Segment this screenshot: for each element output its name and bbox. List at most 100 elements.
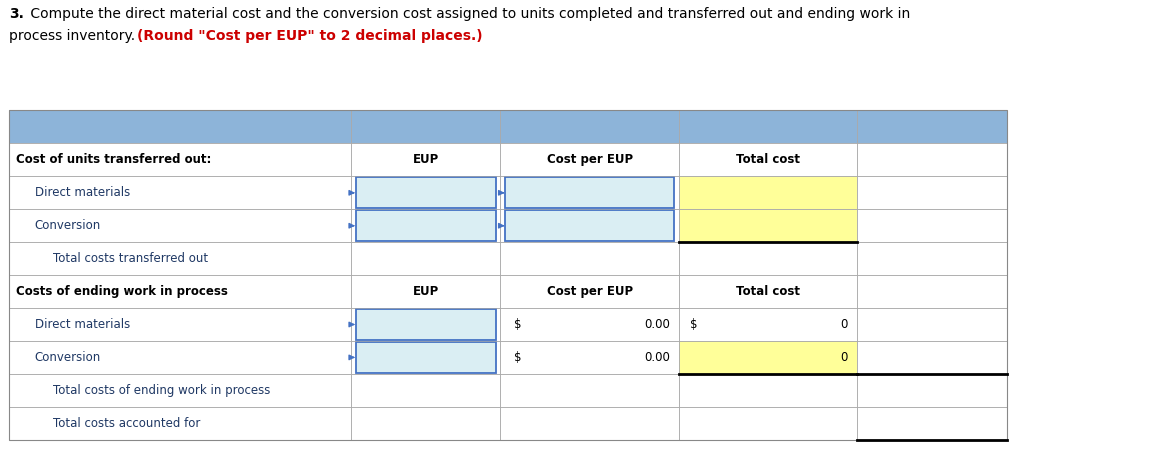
Bar: [679, 242, 857, 275]
Bar: [356, 210, 496, 241]
Bar: [679, 308, 857, 341]
Bar: [9, 110, 1006, 143]
Bar: [500, 275, 679, 308]
Bar: [857, 341, 1006, 374]
Bar: [9, 341, 1006, 374]
Text: EUP: EUP: [412, 153, 439, 166]
Text: Total costs transferred out: Total costs transferred out: [53, 252, 208, 265]
Bar: [857, 110, 1006, 143]
Bar: [500, 110, 679, 143]
Bar: [351, 407, 500, 440]
Bar: [9, 143, 351, 176]
Bar: [9, 407, 351, 440]
Text: $: $: [690, 318, 698, 331]
Bar: [9, 110, 1006, 440]
Bar: [679, 275, 857, 308]
Bar: [679, 308, 857, 341]
Text: Total cost: Total cost: [736, 153, 800, 166]
Bar: [351, 176, 500, 209]
Bar: [679, 341, 857, 374]
Bar: [9, 110, 351, 143]
Bar: [351, 341, 500, 374]
Bar: [679, 110, 857, 143]
Bar: [9, 242, 351, 275]
Bar: [857, 143, 1006, 176]
Bar: [9, 209, 351, 242]
Text: Costs of ending work in process: Costs of ending work in process: [16, 285, 228, 298]
Bar: [857, 407, 1006, 440]
Bar: [500, 110, 679, 143]
Bar: [9, 308, 351, 341]
Bar: [679, 176, 857, 209]
Text: 0.00: 0.00: [644, 351, 669, 364]
Bar: [857, 275, 1006, 308]
Text: $: $: [514, 351, 522, 364]
Bar: [857, 374, 1006, 407]
Bar: [500, 143, 679, 176]
Text: (Round "Cost per EUP" to 2 decimal places.): (Round "Cost per EUP" to 2 decimal place…: [137, 29, 483, 43]
Bar: [9, 275, 351, 308]
Bar: [505, 177, 674, 208]
Bar: [500, 209, 679, 242]
Text: Cost of units transferred out:: Cost of units transferred out:: [16, 153, 212, 166]
Bar: [500, 407, 679, 440]
Bar: [679, 143, 857, 176]
Bar: [500, 341, 679, 374]
Text: Direct materials: Direct materials: [35, 186, 130, 199]
Bar: [356, 177, 496, 208]
Text: Cost per EUP: Cost per EUP: [547, 285, 632, 298]
Bar: [356, 309, 496, 340]
Bar: [500, 242, 679, 275]
Text: Conversion: Conversion: [35, 351, 101, 364]
Bar: [9, 209, 1006, 242]
Bar: [500, 176, 679, 209]
Bar: [9, 110, 351, 143]
Bar: [679, 209, 857, 242]
Bar: [351, 242, 500, 275]
Bar: [9, 407, 1006, 440]
Bar: [679, 110, 857, 143]
Text: Compute the direct material cost and the conversion cost assigned to units compl: Compute the direct material cost and the…: [27, 7, 910, 21]
Bar: [356, 177, 496, 208]
Text: Direct materials: Direct materials: [35, 318, 130, 331]
Bar: [857, 242, 1006, 275]
Text: 0.00: 0.00: [644, 318, 669, 331]
Text: Cost per EUP: Cost per EUP: [547, 153, 632, 166]
Bar: [356, 309, 496, 340]
Bar: [9, 374, 1006, 407]
Bar: [9, 374, 351, 407]
Bar: [356, 210, 496, 241]
Bar: [857, 209, 1006, 242]
Text: 0: 0: [841, 318, 848, 331]
Text: Conversion: Conversion: [35, 219, 101, 232]
Bar: [356, 342, 496, 373]
Bar: [351, 374, 500, 407]
Bar: [679, 374, 857, 407]
Bar: [9, 143, 1006, 176]
Bar: [505, 177, 674, 208]
Bar: [857, 176, 1006, 209]
Bar: [679, 341, 857, 374]
Bar: [500, 374, 679, 407]
Bar: [500, 308, 679, 341]
Bar: [679, 407, 857, 440]
Text: 0: 0: [841, 351, 848, 364]
Bar: [9, 275, 1006, 308]
Text: Total costs of ending work in process: Total costs of ending work in process: [53, 384, 270, 397]
Text: process inventory.: process inventory.: [9, 29, 140, 43]
Bar: [9, 308, 1006, 341]
Bar: [505, 210, 674, 241]
Text: Total costs accounted for: Total costs accounted for: [53, 417, 200, 430]
Bar: [505, 210, 674, 241]
Text: Total cost: Total cost: [736, 285, 800, 298]
Bar: [679, 209, 857, 242]
Bar: [857, 308, 1006, 341]
Bar: [857, 110, 1006, 143]
Bar: [679, 176, 857, 209]
Bar: [9, 176, 1006, 209]
Text: EUP: EUP: [412, 285, 439, 298]
Bar: [9, 341, 351, 374]
Bar: [351, 308, 500, 341]
Bar: [351, 110, 500, 143]
Bar: [351, 209, 500, 242]
